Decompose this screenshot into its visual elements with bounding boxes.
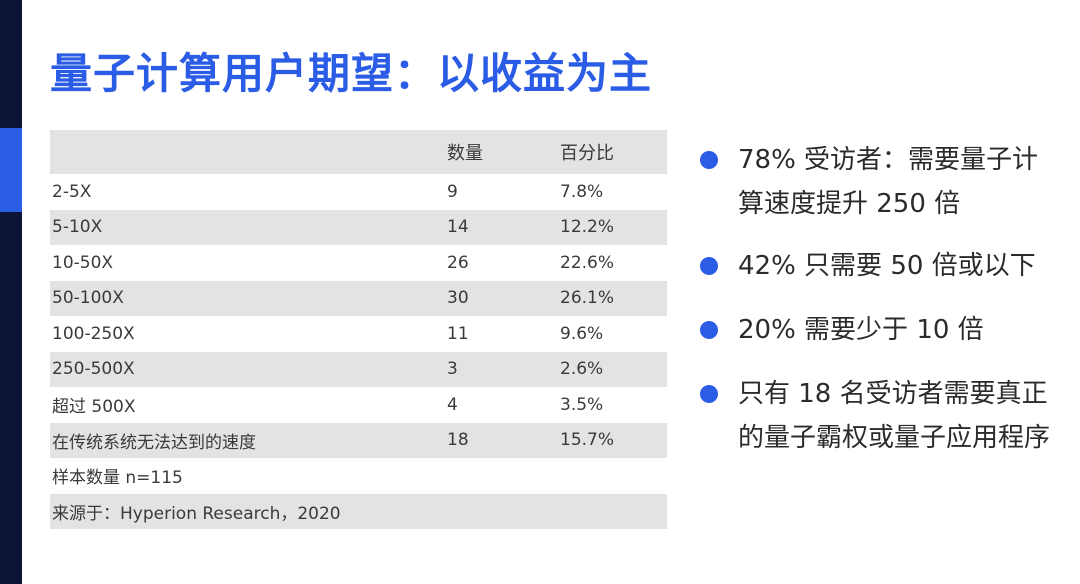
bullet-text: 只有 18 名受访者需要真正的量子霸权或量子应用程序 — [738, 379, 1051, 453]
table-row: 250-500X 3 2.6% — [50, 351, 667, 387]
table-cell: 在传统系统无法达到的速度 — [52, 432, 256, 453]
table-cell: 2.6% — [560, 359, 604, 380]
table-cell: 10-50X — [52, 252, 114, 273]
bullet-text: 78% 受访者：需要量子计算速度提升 250 倍 — [738, 145, 1039, 219]
table-cell: 7.8% — [560, 181, 604, 202]
list-item: 20% 需要少于 10 倍 — [700, 308, 1060, 352]
table-cell: 5-10X — [52, 217, 103, 238]
table-row: 2-5X 9 7.8% — [50, 174, 667, 210]
table-header-row: 数量 百分比 — [50, 130, 667, 174]
bullet-text: 20% 需要少于 10 倍 — [738, 315, 984, 345]
table-cell: 14 — [447, 217, 469, 238]
table-cell: 2-5X — [52, 181, 92, 202]
table-cell: 18 — [447, 430, 469, 451]
bullet-dot-icon — [700, 151, 718, 169]
table-cell: 15.7% — [560, 430, 615, 451]
table-cell: 9 — [447, 181, 458, 202]
table-row: 100-250X 11 9.6% — [50, 316, 667, 352]
table-cell: 3.5% — [560, 394, 604, 415]
list-item: 78% 受访者：需要量子计算速度提升 250 倍 — [700, 138, 1060, 226]
table-cell: 30 — [447, 288, 469, 309]
table-header-cell: 百分比 — [560, 143, 614, 164]
table-cell: 12.2% — [560, 217, 615, 238]
table-header-cell: 数量 — [447, 143, 483, 164]
data-table: 数量 百分比 2-5X 9 7.8% 5-10X 14 12.2% 10-50X… — [50, 130, 667, 529]
table-cell: 超过 500X — [52, 397, 136, 418]
bullet-dot-icon — [700, 321, 718, 339]
bullet-text: 42% 只需要 50 倍或以下 — [738, 251, 1036, 281]
table-cell: 26 — [447, 252, 469, 273]
source-note-row: 来源于：Hyperion Research，2020 — [50, 493, 667, 529]
table-row: 超过 500X 4 3.5% — [50, 387, 667, 423]
table-cell: 50-100X — [52, 288, 124, 309]
table-cell: 9.6% — [560, 323, 604, 344]
table-cell: 4 — [447, 394, 458, 415]
table-cell: 22.6% — [560, 252, 615, 273]
table-cell: 26.1% — [560, 288, 615, 309]
table-cell: 250-500X — [52, 359, 135, 380]
table-row: 5-10X 14 12.2% — [50, 209, 667, 245]
table-row: 50-100X 30 26.1% — [50, 280, 667, 316]
list-item: 42% 只需要 50 倍或以下 — [700, 244, 1060, 288]
page-title: 量子计算用户期望：以收益为主 — [50, 49, 653, 98]
table-cell: 100-250X — [52, 323, 135, 344]
bullet-dot-icon — [700, 257, 718, 275]
table-row: 10-50X 26 22.6% — [50, 245, 667, 281]
key-findings-list: 78% 受访者：需要量子计算速度提升 250 倍 42% 只需要 50 倍或以下… — [700, 138, 1060, 460]
source-note: 来源于：Hyperion Research，2020 — [52, 503, 341, 524]
table-cell: 11 — [447, 323, 469, 344]
bullet-dot-icon — [700, 385, 718, 403]
table-cell: 3 — [447, 359, 458, 380]
table-row: 在传统系统无法达到的速度 18 15.7% — [50, 422, 667, 458]
sample-size-note: 样本数量 n=115 — [52, 468, 183, 489]
list-item: 只有 18 名受访者需要真正的量子霸权或量子应用程序 — [700, 372, 1060, 460]
left-accent-marker — [0, 128, 22, 212]
sample-note-row: 样本数量 n=115 — [50, 458, 667, 494]
left-sidebar-bar — [0, 0, 22, 584]
